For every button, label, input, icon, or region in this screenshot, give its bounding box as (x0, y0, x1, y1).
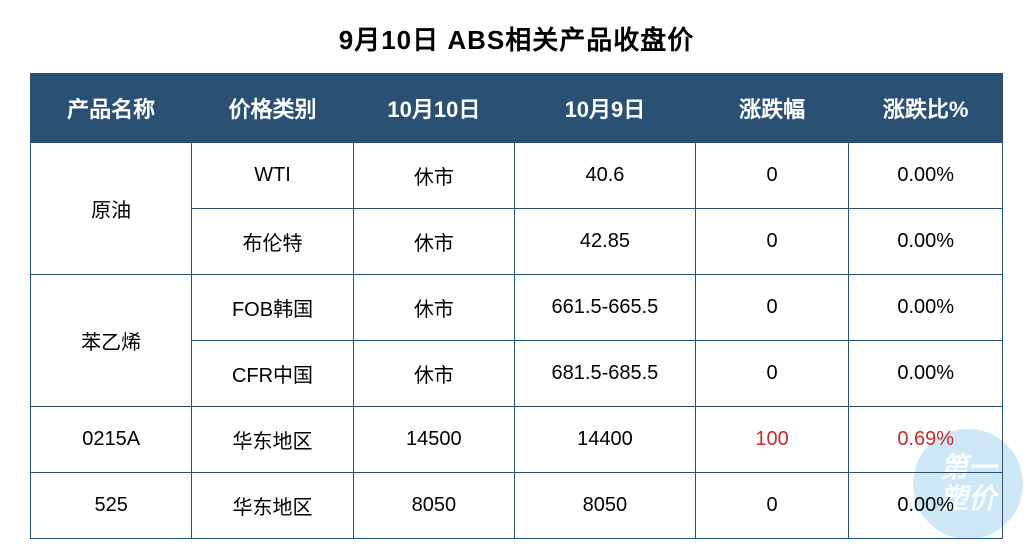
cell-pct: 0.00% (849, 341, 1003, 407)
cell-pct: 0.69% (849, 407, 1003, 473)
cell-product: 原油 (31, 143, 192, 275)
cell-delta: 0 (695, 341, 849, 407)
cell-delta: 0 (695, 209, 849, 275)
cell-product: 525 (31, 473, 192, 539)
cell-date1: 14500 (353, 407, 514, 473)
cell-product: 苯乙烯 (31, 275, 192, 407)
cell-date2: 8050 (515, 473, 696, 539)
cell-category: WTI (192, 143, 353, 209)
cell-delta: 0 (695, 275, 849, 341)
cell-date2: 681.5-685.5 (515, 341, 696, 407)
table-row: 原油WTI休市40.600.00% (31, 143, 1003, 209)
cell-date1: 休市 (353, 209, 514, 275)
page-title: 9月10日 ABS相关产品收盘价 (30, 20, 1003, 57)
col-delta: 涨跌幅 (695, 74, 849, 143)
cell-delta: 0 (695, 473, 849, 539)
table-row: 0215A华东地区14500144001000.69% (31, 407, 1003, 473)
cell-delta: 0 (695, 143, 849, 209)
cell-pct: 0.00% (849, 143, 1003, 209)
cell-date2: 661.5-665.5 (515, 275, 696, 341)
col-category: 价格类别 (192, 74, 353, 143)
table-head: 产品名称 价格类别 10月10日 10月9日 涨跌幅 涨跌比% (31, 74, 1003, 143)
cell-pct: 0.00% (849, 275, 1003, 341)
cell-category: 华东地区 (192, 407, 353, 473)
cell-product: 0215A (31, 407, 192, 473)
cell-pct: 0.00% (849, 209, 1003, 275)
table-row: 苯乙烯FOB韩国休市661.5-665.500.00% (31, 275, 1003, 341)
cell-date2: 14400 (515, 407, 696, 473)
header-row: 产品名称 价格类别 10月10日 10月9日 涨跌幅 涨跌比% (31, 74, 1003, 143)
cell-category: 华东地区 (192, 473, 353, 539)
price-table: 产品名称 价格类别 10月10日 10月9日 涨跌幅 涨跌比% 原油WTI休市4… (30, 73, 1003, 539)
col-date2: 10月9日 (515, 74, 696, 143)
cell-date1: 8050 (353, 473, 514, 539)
cell-category: 布伦特 (192, 209, 353, 275)
cell-pct: 0.00% (849, 473, 1003, 539)
cell-delta: 100 (695, 407, 849, 473)
table-body: 原油WTI休市40.600.00%布伦特休市42.8500.00%苯乙烯FOB韩… (31, 143, 1003, 539)
cell-date2: 40.6 (515, 143, 696, 209)
table-row: 525华东地区8050805000.00% (31, 473, 1003, 539)
cell-date1: 休市 (353, 275, 514, 341)
cell-date2: 42.85 (515, 209, 696, 275)
cell-date1: 休市 (353, 341, 514, 407)
cell-category: FOB韩国 (192, 275, 353, 341)
col-pct: 涨跌比% (849, 74, 1003, 143)
col-date1: 10月10日 (353, 74, 514, 143)
col-product: 产品名称 (31, 74, 192, 143)
cell-category: CFR中国 (192, 341, 353, 407)
cell-date1: 休市 (353, 143, 514, 209)
